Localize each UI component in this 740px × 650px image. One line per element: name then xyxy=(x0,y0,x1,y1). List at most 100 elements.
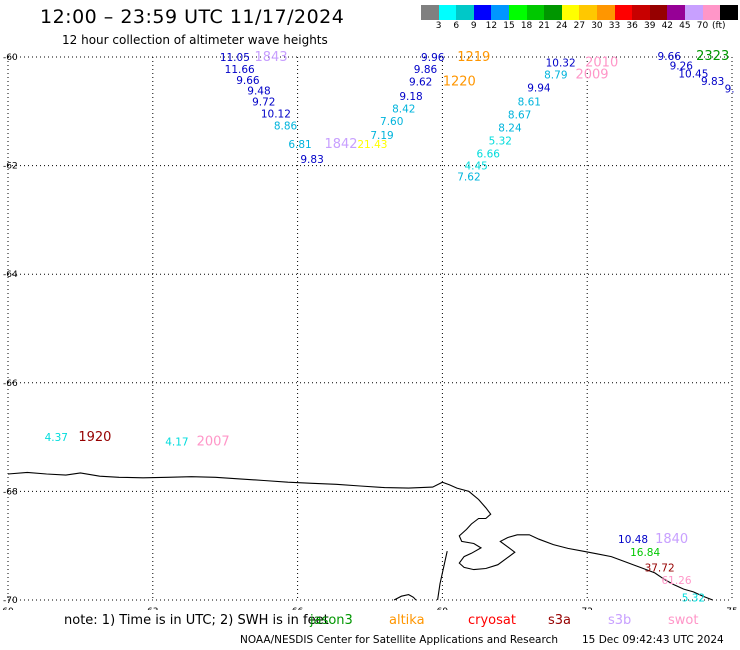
satellite-jason3: jason3 xyxy=(310,613,353,628)
legend-swatch xyxy=(684,5,703,20)
legend-label: 6 xyxy=(453,21,460,31)
lon-tick-label: 69 xyxy=(437,607,449,610)
lon-tick-label: 75 xyxy=(726,607,737,610)
credit-line: NOAA/NESDIS Center for Satellite Applica… xyxy=(240,634,558,646)
wave-height-label: 11.05 xyxy=(220,52,250,64)
generated-date: 15 Dec 09:42:43 UTC 2024 xyxy=(582,634,724,646)
legend-unit: (ft) xyxy=(712,21,726,31)
satellite-s3b: s3b xyxy=(608,613,632,628)
wave-height-label: 6.81 xyxy=(288,139,311,151)
wave-height-label: 7.19 xyxy=(370,130,393,142)
lat-tick-label: -68 xyxy=(3,487,18,497)
track-time-label: 2009 xyxy=(575,67,608,82)
color-legend xyxy=(421,5,738,20)
lon-tick-label: 63 xyxy=(147,607,158,610)
page-title: 12:00 – 23:59 UTC 11/17/2024 xyxy=(40,6,345,28)
track-time-label: 1219 xyxy=(457,50,490,65)
wave-height-label: 37.72 xyxy=(645,562,675,574)
wave-height-label: 8.79 xyxy=(544,69,567,81)
wave-height-label: 9. xyxy=(725,83,735,95)
legend-swatch xyxy=(667,5,685,20)
legend-label: 36 xyxy=(626,21,638,31)
legend-label: 24 xyxy=(556,21,568,31)
legend-swatch xyxy=(473,5,492,20)
track-time-label: 1220 xyxy=(443,74,476,89)
wave-height-label: 4.17 xyxy=(165,436,188,448)
legend-label: 3 xyxy=(435,21,442,31)
wave-height-label: 4.45 xyxy=(464,161,487,173)
track-time-label: 1920 xyxy=(78,430,111,445)
wave-height-label: 9.48 xyxy=(247,86,270,98)
wave-height-label: 10.12 xyxy=(261,108,291,120)
wave-height-label: 7.62 xyxy=(457,171,480,183)
satellite-swot: swot xyxy=(668,613,699,628)
lat-tick-label: -62 xyxy=(3,162,18,172)
legend-label: 18 xyxy=(520,21,533,31)
color-legend-labels: 3 6 9 12 15 18 21 24 27 30 33 36 39 42 45 70 xyxy=(421,21,711,31)
wave-height-label: 9.66 xyxy=(658,51,682,63)
wave-height-label: 8.67 xyxy=(508,110,531,122)
legend-label: 9 xyxy=(470,21,477,31)
legend-swatch xyxy=(421,5,439,20)
legend-label: 42 xyxy=(661,21,674,31)
wave-height-label: 9.66 xyxy=(236,75,260,87)
wave-height-label: 61.26 xyxy=(661,575,691,587)
legend-swatch xyxy=(596,5,615,20)
wave-height-label: 9.83 xyxy=(300,154,323,166)
legend-swatch xyxy=(491,5,509,20)
wave-height-label: 9.86 xyxy=(414,64,438,76)
wave-height-label: 9.18 xyxy=(399,91,422,103)
footer-note: note: 1) Time is in UTC; 2) SWH is in fe… xyxy=(64,613,329,628)
wave-height-label: 10.48 xyxy=(618,534,648,546)
legend-label: 45 xyxy=(679,21,691,31)
legend-label: 12 xyxy=(485,21,498,31)
track-time-label: 2007 xyxy=(197,434,230,449)
legend-swatch xyxy=(456,5,474,20)
legend-swatch xyxy=(614,5,633,20)
lat-tick-label: -66 xyxy=(3,379,18,389)
lon-tick-label: 66 xyxy=(292,607,304,610)
wave-height-label: 4.37 xyxy=(45,432,68,444)
wave-height-label: 8.42 xyxy=(392,104,415,116)
wave-height-map: 606366697275-60-62-64-66-68-7011.0518431… xyxy=(2,49,737,610)
lon-tick-label: 60 xyxy=(2,607,14,610)
wave-height-label: 9.62 xyxy=(409,76,432,88)
wave-height-label: 9.96 xyxy=(421,52,445,64)
wave-height-label: 5.32 xyxy=(682,592,705,604)
track-time-label: 1840 xyxy=(655,532,688,547)
wave-height-label: 10.32 xyxy=(546,57,576,69)
satellite-s3a: s3a xyxy=(548,613,572,628)
legend-label: 33 xyxy=(608,21,621,31)
wave-height-label: 21.43 xyxy=(357,139,387,151)
wave-height-label: 6.66 xyxy=(477,149,501,161)
coastline xyxy=(437,550,448,601)
legend-label: 27 xyxy=(573,21,586,31)
legend-swatch xyxy=(561,5,580,20)
legend-label: 30 xyxy=(591,21,603,31)
legend-swatch xyxy=(438,5,457,20)
legend-swatch xyxy=(702,5,721,20)
page-subtitle: 12 hour collection of altimeter wave hei… xyxy=(62,33,328,47)
lon-tick-label: 72 xyxy=(581,607,592,610)
wave-height-label: 9.72 xyxy=(252,97,275,109)
legend-swatch xyxy=(508,5,527,20)
legend-label: 39 xyxy=(643,21,656,31)
legend-swatch xyxy=(632,5,650,20)
legend-label: 15 xyxy=(503,21,515,31)
lat-tick-label: -70 xyxy=(3,596,18,606)
coastline xyxy=(393,594,417,601)
legend-swatch xyxy=(544,5,562,20)
satellite-cryosat: cryosat xyxy=(468,613,516,628)
lat-tick-label: -60 xyxy=(3,53,18,63)
wave-height-label: 9.26 xyxy=(670,61,694,73)
coastline xyxy=(7,471,713,601)
wave-height-label: 11.66 xyxy=(225,64,255,76)
track-time-label: 2323 xyxy=(696,49,729,64)
track-time-label: 1842 xyxy=(324,137,357,152)
wave-height-label: 5.32 xyxy=(489,136,512,148)
wave-height-label: 8.61 xyxy=(518,97,541,109)
lat-tick-label: -64 xyxy=(3,270,18,280)
track-time-label: 1843 xyxy=(255,50,288,65)
satellite-altika: altika xyxy=(389,613,425,628)
wave-height-label: 16.84 xyxy=(630,547,660,559)
